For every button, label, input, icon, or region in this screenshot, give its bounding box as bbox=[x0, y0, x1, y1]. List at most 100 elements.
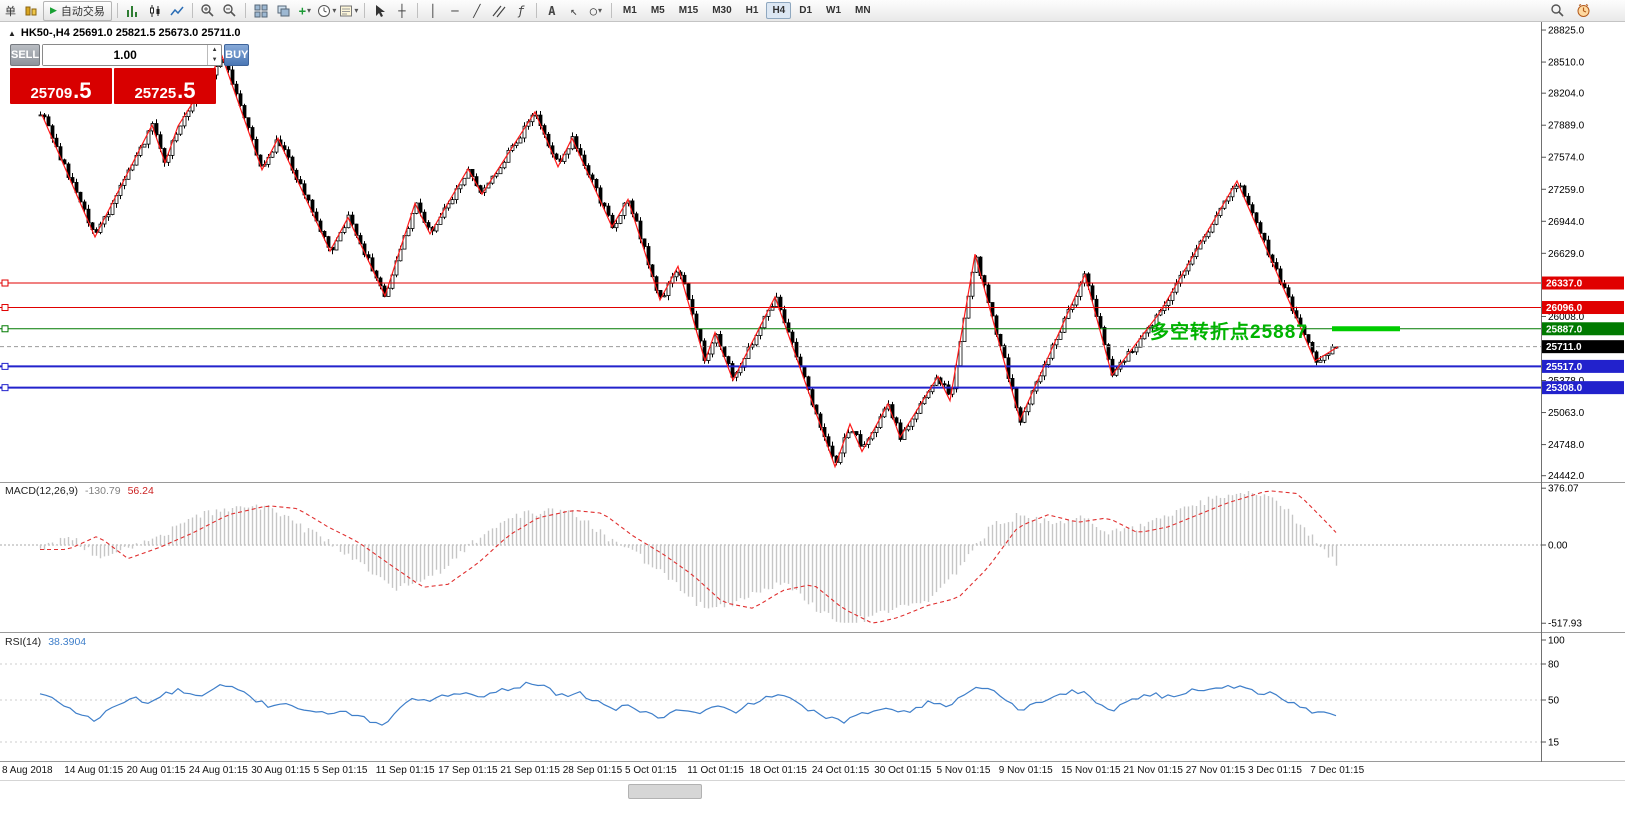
rsi-value: 38.3904 bbox=[48, 636, 87, 648]
time-axis-label: 9 Nov 01:15 bbox=[998, 765, 1053, 776]
svg-text:27574.0: 27574.0 bbox=[1548, 153, 1585, 164]
time-axis-label: 3 Dec 01:15 bbox=[1248, 765, 1302, 776]
svg-text:25887.0: 25887.0 bbox=[1546, 324, 1583, 335]
toolbar-separator bbox=[610, 3, 612, 18]
zoom-out-icon[interactable] bbox=[220, 2, 240, 20]
ask-fraction-digit: .5 bbox=[177, 78, 196, 104]
volume-control: ▲ ▼ bbox=[42, 44, 223, 66]
svg-text:25063.0: 25063.0 bbox=[1548, 408, 1585, 419]
svg-text:25308.0: 25308.0 bbox=[1546, 383, 1583, 394]
time-axis-label: 30 Oct 01:15 bbox=[874, 765, 932, 776]
time-axis-label: 5 Oct 01:15 bbox=[625, 765, 677, 776]
candlestick-chart-icon[interactable] bbox=[145, 2, 165, 20]
svg-text:24748.0: 24748.0 bbox=[1548, 440, 1585, 451]
timeframe-m15[interactable]: M15 bbox=[678, 5, 699, 16]
buy-button[interactable]: BUY bbox=[224, 44, 250, 66]
time-axis-label: 17 Sep 01:15 bbox=[438, 765, 498, 776]
chart-window-icon[interactable] bbox=[21, 2, 41, 20]
timeframe-m30[interactable]: M30 bbox=[712, 5, 732, 16]
timeframe-w1[interactable]: W1 bbox=[826, 5, 842, 16]
vertical-line-icon[interactable]: │ bbox=[423, 2, 443, 20]
candlestick-glyph bbox=[149, 4, 160, 17]
cursor-icon[interactable] bbox=[370, 2, 390, 20]
horizontal-line-icon[interactable]: ─ bbox=[445, 2, 465, 20]
text-glyph: A bbox=[548, 3, 556, 18]
cascade-windows-glyph bbox=[277, 5, 290, 16]
periods-icon[interactable]: ▾ bbox=[317, 2, 337, 20]
cursor-glyph bbox=[376, 4, 386, 17]
volume-up-button[interactable]: ▲ bbox=[211, 47, 218, 53]
timeframe-h1[interactable]: H1 bbox=[745, 5, 759, 16]
plus-glyph: + bbox=[298, 3, 307, 18]
autotrade-button[interactable]: ▶ 自动交易 bbox=[43, 0, 112, 21]
trendline-icon[interactable]: ╱ bbox=[467, 2, 487, 20]
ask-price-display[interactable]: 25725 .5 bbox=[114, 68, 216, 104]
time-axis-label: 30 Aug 01:15 bbox=[251, 765, 311, 776]
time-axis-label: 14 Aug 01:15 bbox=[64, 765, 124, 776]
volume-input[interactable] bbox=[43, 45, 208, 65]
text-icon[interactable]: A bbox=[542, 2, 562, 20]
hline-glyph: ─ bbox=[451, 3, 459, 18]
bar-chart-icon[interactable] bbox=[123, 2, 143, 20]
svg-text:100: 100 bbox=[1548, 636, 1565, 647]
svg-text:15: 15 bbox=[1548, 738, 1560, 749]
chart-canvas: 28825.0 28510.0 28204.0 27889.0 27574.0 27259… bbox=[0, 22, 1625, 762]
volume-spinner: ▲ ▼ bbox=[207, 45, 221, 65]
search-icon[interactable] bbox=[1547, 2, 1567, 20]
svg-text:80: 80 bbox=[1548, 660, 1560, 671]
periods-dropdown-caret[interactable]: ▾ bbox=[332, 6, 337, 15]
channel-icon[interactable] bbox=[489, 2, 509, 20]
zoom-in-icon[interactable] bbox=[198, 2, 218, 20]
new-order-button[interactable]: 单 bbox=[5, 5, 16, 18]
tile-windows-icon[interactable] bbox=[251, 2, 271, 20]
horizontal-scrollbar-thumb[interactable] bbox=[628, 784, 702, 799]
indicators-dropdown-caret[interactable]: ▾ bbox=[307, 6, 312, 15]
main-chart-pane[interactable] bbox=[0, 22, 1541, 482]
timeframe-h4[interactable]: H4 bbox=[766, 2, 792, 19]
clock-icon[interactable] bbox=[1573, 2, 1593, 20]
time-axis-label: 18 Oct 01:15 bbox=[749, 765, 807, 776]
toolbar-separator bbox=[191, 3, 193, 18]
svg-text:27889.0: 27889.0 bbox=[1548, 121, 1585, 132]
macd-label: MACD(12,26,9) -130.79 56.24 bbox=[5, 485, 154, 497]
svg-text:25517.0: 25517.0 bbox=[1546, 362, 1583, 373]
time-axis-label: 27 Nov 01:15 bbox=[1185, 765, 1246, 776]
macd-pane[interactable] bbox=[0, 482, 1541, 632]
bid-price-display[interactable]: 25709 .5 bbox=[10, 68, 112, 104]
shapes-dropdown-caret[interactable]: ▾ bbox=[598, 6, 603, 15]
crosshair-icon[interactable]: ┼ bbox=[392, 2, 412, 20]
timeframe-d1[interactable]: D1 bbox=[799, 5, 813, 16]
time-axis[interactable]: 8 Aug 2018 14 Aug 01:15 20 Aug 01:15 24 Aug… bbox=[0, 762, 1625, 780]
time-axis-label: 11 Oct 01:15 bbox=[687, 765, 744, 776]
templates-icon[interactable]: ▾ bbox=[339, 2, 359, 20]
line-chart-icon[interactable] bbox=[167, 2, 187, 20]
annotation-text[interactable]: 多空转折点25887 bbox=[1150, 322, 1308, 343]
svg-text:25711.0: 25711.0 bbox=[1546, 342, 1582, 353]
timeframe-m5[interactable]: M5 bbox=[650, 5, 665, 16]
fibonacci-icon[interactable]: ƒ bbox=[511, 2, 531, 20]
arrows-icon[interactable]: ↖ bbox=[564, 2, 584, 20]
volume-down-button[interactable]: ▼ bbox=[211, 57, 218, 63]
bid-main-digits: 25709 bbox=[30, 85, 73, 102]
clock-glyph bbox=[1577, 4, 1589, 17]
time-axis-label: 20 Aug 01:15 bbox=[126, 765, 186, 776]
shapes-glyph: ○ bbox=[589, 3, 598, 18]
svg-text:0.00: 0.00 bbox=[1548, 541, 1568, 552]
sell-button[interactable]: SELL bbox=[10, 44, 41, 66]
rsi-pane[interactable] bbox=[0, 632, 1541, 762]
cascade-windows-icon[interactable] bbox=[273, 2, 293, 20]
indicators-add-icon[interactable]: + ▾ bbox=[295, 2, 315, 20]
shapes-icon[interactable]: ○ ▾ bbox=[586, 2, 606, 20]
periods-clock-glyph bbox=[318, 4, 331, 17]
crosshair-glyph: ┼ bbox=[398, 3, 406, 18]
timeframe-m1[interactable]: M1 bbox=[622, 5, 637, 16]
tile-windows-glyph bbox=[254, 4, 268, 17]
templates-dropdown-caret[interactable]: ▾ bbox=[354, 6, 359, 15]
macd-name: MACD(12,26,9) bbox=[5, 485, 78, 497]
time-axis-label: 11 Sep 01:15 bbox=[375, 765, 435, 776]
svg-text:26008.0: 26008.0 bbox=[1548, 312, 1585, 323]
trade-panel-toggle-icon[interactable]: ▲ bbox=[8, 28, 16, 38]
price-axis[interactable] bbox=[1541, 22, 1625, 762]
toolbar-separator bbox=[535, 3, 537, 18]
timeframe-mn[interactable]: MN bbox=[855, 5, 871, 16]
